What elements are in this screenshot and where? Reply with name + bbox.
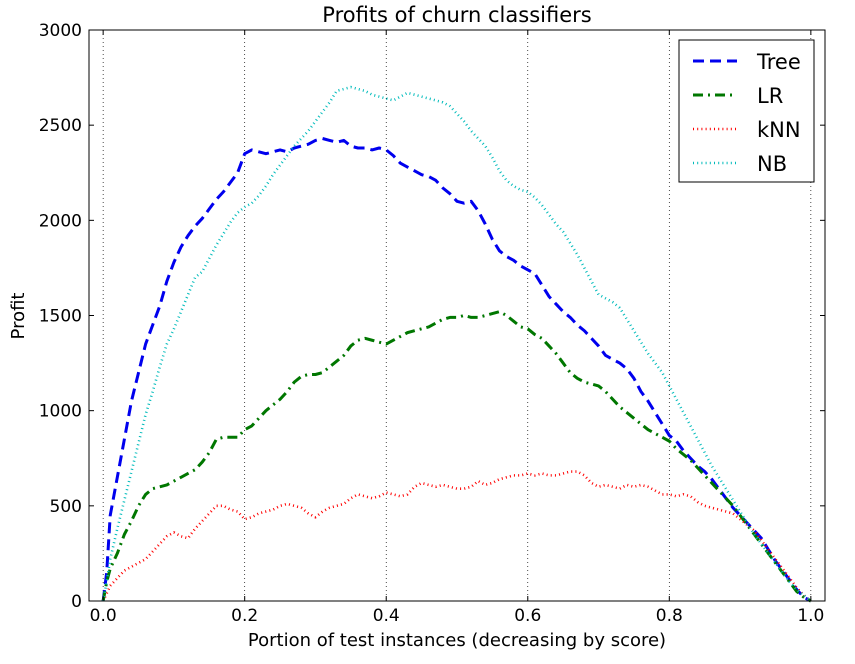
- x-axis-label: Portion of test instances (decreasing by…: [248, 630, 666, 651]
- series-line-tree: [101, 136, 812, 603]
- y-tick-label-1: 500: [50, 497, 82, 517]
- legend-box: [678, 39, 815, 183]
- x-tick-label-1: 0.2: [231, 606, 258, 626]
- y-tick-label-4: 2000: [39, 211, 82, 231]
- x-tick-label-0: 0.0: [90, 606, 117, 626]
- y-axis-label: Profit: [8, 293, 29, 340]
- x-tick-label-5: 1.0: [797, 606, 824, 626]
- legend-label-lr: LR: [757, 84, 783, 108]
- legend-label-knn: kNN: [757, 118, 801, 142]
- series-line-lr: [101, 310, 812, 603]
- y-tick-label-2: 1000: [39, 402, 82, 422]
- series-line-nb: [101, 85, 812, 603]
- series-line-knn: [101, 470, 812, 603]
- x-tick-label-4: 0.8: [656, 606, 683, 626]
- y-tick-label-6: 3000: [39, 21, 82, 41]
- x-tick-label-3: 0.6: [514, 606, 541, 626]
- series-layer: [101, 85, 812, 603]
- legend-label-nb: NB: [757, 152, 787, 176]
- y-tick-label-0: 0: [71, 592, 82, 612]
- x-tick-label-2: 0.4: [373, 606, 400, 626]
- legend-label-tree: Tree: [756, 50, 801, 74]
- ticks-layer: 0.0 0.2 0.4 0.6 0.8 1.0 0 500 1000 1500 2000 2500 30…: [39, 21, 825, 626]
- y-tick-label-5: 2500: [39, 116, 82, 136]
- y-tick-label-3: 1500: [39, 307, 82, 327]
- chart-title: Profits of churn classifiers: [322, 3, 591, 27]
- legend: Tree LR kNN NB: [678, 39, 815, 183]
